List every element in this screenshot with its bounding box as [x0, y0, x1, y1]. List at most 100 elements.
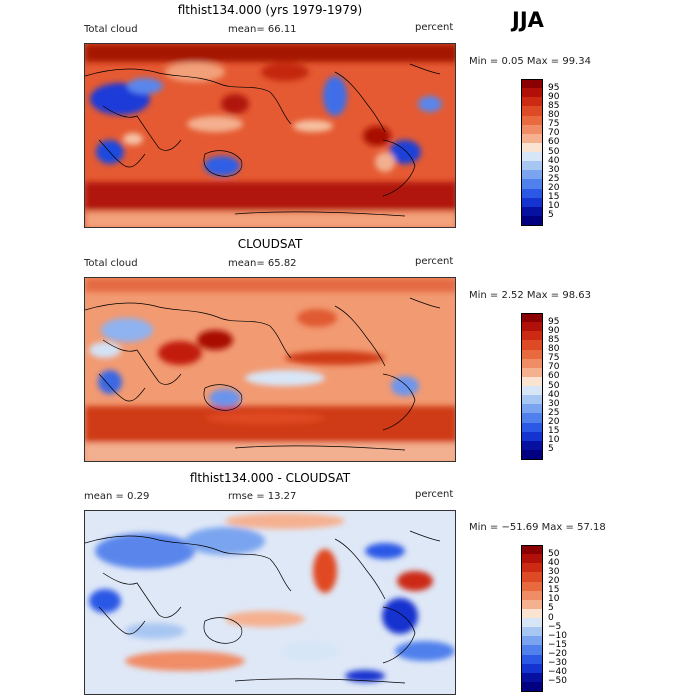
panel-1-title: flthist134.000 (yrs 1979-1979) [177, 3, 363, 17]
colorbar-swatch [521, 431, 543, 442]
colorbar-label: 95 [548, 316, 560, 327]
colorbar-swatch [521, 618, 543, 628]
colorbar-swatch [521, 422, 543, 433]
colorbar-label: 50 [548, 380, 560, 391]
colorbar-label: 5 [548, 210, 554, 221]
colorbar-label: 20 [548, 576, 560, 586]
colorbar-label: 75 [548, 353, 560, 364]
colorbar-swatch [521, 645, 543, 655]
colorbar-swatch [521, 340, 543, 350]
panel-3-rmse: rmse = 13.27 [228, 491, 297, 502]
colorbar-swatch [521, 349, 543, 360]
colorbar-swatch [521, 97, 543, 107]
colorbar-label: 90 [548, 91, 560, 102]
colorbar-swatch [521, 413, 543, 423]
colorbar-label: 60 [548, 137, 560, 148]
panel-1-colorbar: 95 90 85 80 75 70 60 50 40 30 25 20 15 10 5 [521, 79, 601, 226]
colorbar-swatch [521, 395, 543, 405]
colorbar-label: 70 [548, 362, 560, 373]
colorbar-swatch [521, 554, 543, 564]
colorbar-swatch [521, 545, 543, 555]
colorbar-swatch [521, 563, 543, 573]
colorbar-label: 50 [548, 548, 560, 559]
colorbar-swatch [521, 572, 543, 582]
colorbar-label: 30 [548, 566, 560, 577]
colorbar-swatch [521, 331, 543, 341]
colorbar-label: 5 [548, 603, 554, 614]
colorbar-swatch [521, 590, 543, 601]
panel-2-title: CLOUDSAT [237, 237, 303, 251]
colorbar-label: 30 [548, 164, 560, 175]
panel-2-mean: mean= 65.82 [228, 258, 297, 269]
colorbar-swatch [521, 376, 543, 387]
colorbar-swatch [521, 636, 543, 646]
colorbar-swatch [521, 197, 543, 208]
panel-1-minmax: Min = 0.05 Max = 99.34 [469, 56, 591, 67]
colorbar-swatch [521, 449, 543, 460]
colorbar-label: 85 [548, 100, 560, 111]
colorbar-swatch [521, 188, 543, 199]
colorbar-swatch [521, 313, 543, 323]
colorbar-swatch [521, 215, 543, 226]
colorbar-label: 80 [548, 110, 560, 120]
colorbar-swatch [521, 152, 543, 162]
colorbar-label: 40 [548, 155, 560, 166]
season-label: JJA [512, 8, 544, 32]
colorbar-label: −10 [548, 630, 567, 641]
colorbar-label: 60 [548, 371, 560, 382]
panel-2-units: percent [415, 256, 454, 267]
colorbar-swatch [521, 161, 543, 171]
colorbar-label: 95 [548, 82, 560, 93]
colorbar-label: 80 [548, 344, 560, 354]
colorbar-label: −5 [548, 621, 562, 632]
colorbar-label: 20 [548, 417, 560, 427]
colorbar-swatch [521, 367, 543, 378]
colorbar-label: 0 [548, 612, 554, 623]
colorbar-label: 90 [548, 325, 560, 336]
colorbar-swatch [521, 142, 543, 153]
panel-3-mean: mean = 0.29 [84, 491, 150, 502]
colorbar-swatch [521, 170, 543, 180]
colorbar-swatch [521, 608, 543, 619]
colorbar-swatch [521, 124, 543, 135]
panel-2-map-graphic [85, 278, 455, 461]
panel-3-colorbar: 50 40 30 20 15 10 5 0 −5 −10 −15 −20 −30 −40 −50 [521, 545, 601, 692]
panel-3-minmax: Min = −51.69 Max = 57.18 [469, 522, 606, 533]
colorbar-label: 10 [548, 201, 560, 212]
panel-3-units: percent [415, 489, 454, 500]
colorbar-swatch [521, 206, 543, 217]
colorbar-swatch [521, 663, 543, 674]
colorbar-label: 85 [548, 334, 560, 345]
panel-3-title: flthist134.000 - CLOUDSAT [189, 471, 351, 485]
panel-1-units: percent [415, 22, 454, 33]
colorbar-swatch [521, 404, 543, 414]
colorbar-label: 25 [548, 407, 560, 418]
colorbar-label: 75 [548, 119, 560, 130]
panel-1-mean: mean= 66.11 [228, 24, 297, 35]
panel-1-map [84, 43, 456, 228]
colorbar-swatch [521, 106, 543, 116]
colorbar-label: −30 [548, 658, 567, 669]
colorbar-swatch [521, 79, 543, 89]
colorbar-swatch [521, 115, 543, 126]
panel-2-minmax: Min = 2.52 Max = 98.63 [469, 290, 591, 301]
colorbar-swatch [521, 386, 543, 396]
colorbar-swatch [521, 681, 543, 692]
colorbar-label: 70 [548, 128, 560, 139]
colorbar-label: −50 [548, 676, 567, 687]
panel-2-map [84, 277, 456, 462]
colorbar-label: 10 [548, 594, 560, 605]
colorbar-label: 25 [548, 173, 560, 184]
colorbar-label: 30 [548, 398, 560, 409]
colorbar-swatch [521, 627, 543, 637]
colorbar-swatch [521, 672, 543, 683]
colorbar-label: −40 [548, 667, 567, 678]
colorbar-label: 10 [548, 435, 560, 446]
colorbar-swatch [521, 133, 543, 144]
colorbar-label: 15 [548, 192, 560, 203]
panel-2-colorbar: 95 90 85 80 75 70 60 50 40 30 25 20 15 10 5 [521, 313, 601, 460]
colorbar-label: 15 [548, 585, 560, 596]
colorbar-swatch [521, 599, 543, 610]
colorbar-label: 15 [548, 426, 560, 437]
colorbar-swatch [521, 179, 543, 189]
